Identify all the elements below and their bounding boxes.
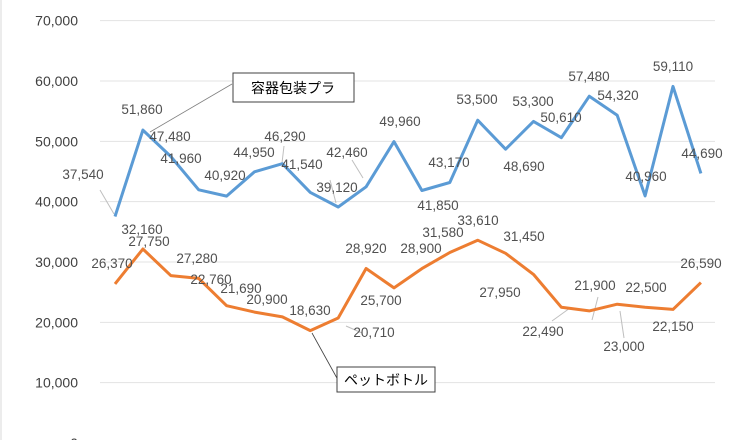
data-label: 31,580	[422, 225, 463, 240]
label-leader-line	[329, 179, 337, 204]
data-label: 44,690	[681, 146, 722, 161]
data-label: 47,480	[149, 129, 190, 144]
label-leader-line	[99, 189, 115, 215]
data-label: 37,540	[62, 167, 103, 182]
data-label: 33,610	[457, 213, 498, 228]
series-line-0	[113, 84, 703, 217]
callout-leader-series-0	[149, 83, 233, 133]
y-tick-label: 60,000	[35, 73, 78, 89]
y-tick-label: 0	[70, 435, 78, 440]
callout-box-series-0	[232, 72, 355, 103]
data-label: 26,590	[680, 256, 721, 271]
label-leader-line	[551, 307, 571, 322]
data-label: 44,950	[233, 145, 274, 160]
data-label: 40,920	[204, 168, 245, 183]
data-label: 28,900	[400, 241, 441, 256]
data-label: 22,150	[652, 319, 693, 334]
legend-label-pet-bottle: ペットボトル	[344, 373, 428, 389]
data-label: 27,750	[128, 234, 169, 249]
label-leader-line	[281, 145, 285, 164]
data-label: 20,900	[246, 292, 287, 307]
data-label: 27,280	[176, 251, 217, 266]
data-label: 41,540	[281, 157, 322, 172]
data-label: 57,480	[568, 69, 609, 84]
callout-leader-series-1	[311, 332, 339, 381]
data-label: 23,000	[603, 339, 644, 354]
data-label: 42,460	[326, 145, 367, 160]
data-label: 21,900	[574, 278, 615, 293]
data-label: 20,710	[353, 325, 394, 340]
label-leader-line	[619, 310, 625, 339]
data-label: 32,160	[121, 222, 162, 237]
data-label: 26,370	[91, 256, 132, 271]
data-label: 25,700	[360, 293, 401, 308]
label-leader-line	[351, 159, 364, 179]
data-label: 41,960	[160, 151, 201, 166]
data-label: 54,320	[597, 88, 638, 103]
data-label: 50,610	[540, 110, 581, 125]
data-label: 27,950	[479, 285, 520, 300]
y-tick-label: 20,000	[35, 314, 78, 330]
label-leader-line	[345, 325, 363, 334]
y-tick-label: 50,000	[35, 133, 78, 149]
data-label: 21,690	[220, 281, 261, 296]
callout-box-series-1	[336, 366, 436, 393]
legend-label-container-plastic: 容器包装プラ	[251, 80, 335, 97]
data-label: 28,920	[345, 241, 386, 256]
series-line-1	[113, 238, 702, 333]
data-label: 31,450	[503, 229, 544, 244]
data-label: 22,760	[190, 272, 231, 287]
data-label: 49,960	[379, 114, 420, 129]
y-tick-label: 30,000	[35, 254, 78, 270]
data-label: 48,690	[503, 159, 544, 174]
y-tick-label: 10,000	[35, 375, 78, 391]
data-label: 46,290	[264, 129, 305, 144]
data-label: 39,120	[316, 180, 357, 195]
y-tick-label: 40,000	[35, 194, 78, 210]
data-label: 59,110	[653, 59, 693, 74]
data-label: 51,860	[121, 102, 162, 117]
data-label: 18,630	[289, 303, 330, 318]
y-tick-label: 70,000	[35, 13, 78, 29]
data-label: 22,500	[625, 280, 666, 295]
data-label: 41,850	[417, 198, 458, 213]
data-label: 40,960	[625, 169, 666, 184]
data-label: 43,170	[428, 155, 469, 170]
data-label: 53,300	[512, 94, 553, 109]
data-label: 53,500	[456, 92, 497, 107]
data-label: 22,490	[522, 324, 563, 339]
